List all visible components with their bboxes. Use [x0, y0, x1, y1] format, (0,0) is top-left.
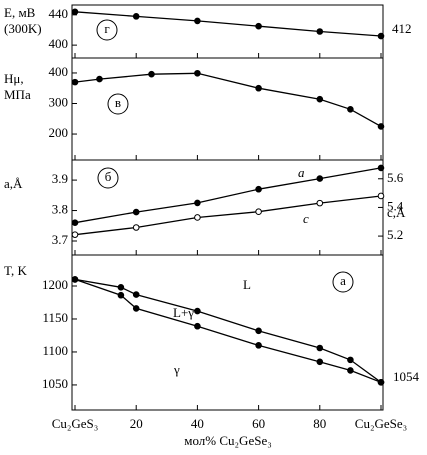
series-line — [74, 167, 382, 224]
annotation: 1054 — [393, 369, 420, 384]
data-point — [347, 106, 354, 113]
y2-tick-label: 5.4 — [387, 198, 404, 213]
y2-tick-label: 5.6 — [387, 170, 404, 185]
data-point — [194, 69, 201, 77]
y-tick-label: 400 — [49, 36, 69, 51]
data-point — [377, 123, 385, 130]
annotation-circle — [107, 93, 129, 115]
series-label: a — [298, 165, 305, 180]
y-tick-label: 3.9 — [52, 171, 68, 186]
data-point — [71, 78, 79, 86]
data-point — [194, 199, 201, 207]
data-point — [255, 342, 262, 349]
series-line — [74, 72, 382, 127]
plot-frame — [71, 254, 384, 411]
data-point — [194, 214, 201, 221]
data-point — [316, 175, 324, 182]
series-label: c — [303, 211, 309, 226]
y-tick-label: 440 — [49, 6, 69, 21]
data-point — [132, 224, 140, 231]
y-axis-label: МПа — [4, 87, 31, 102]
data-point — [71, 219, 79, 227]
data-point — [132, 291, 140, 298]
annotation: L — [243, 277, 251, 292]
y-axis-label: (300K) — [4, 21, 42, 36]
x-tick-label: Cu₂GeS₃ — [52, 416, 99, 431]
y-axis-label: Е, мВ — [4, 5, 36, 20]
data-point — [71, 231, 79, 238]
y-axis-label: T, K — [4, 263, 27, 278]
data-point — [132, 208, 140, 216]
data-point — [117, 284, 125, 291]
data-point — [255, 185, 262, 193]
y-tick-label: 1050 — [42, 376, 68, 391]
data-point — [316, 199, 324, 207]
data-point — [148, 70, 155, 78]
data-point — [71, 8, 79, 16]
y-tick-label: 1100 — [42, 343, 68, 358]
x-tick-label: Cu₂GeSe₃ — [355, 416, 407, 431]
y-tick-label: 300 — [49, 94, 69, 109]
series-line — [74, 11, 382, 37]
series-line — [74, 195, 382, 236]
data-point — [132, 305, 140, 312]
data-point — [132, 13, 140, 20]
y-axis-label: a,Å — [4, 176, 23, 191]
y2-tick-label: 5.2 — [387, 227, 403, 242]
data-point — [71, 276, 79, 283]
data-point — [316, 95, 324, 103]
data-point — [194, 322, 201, 330]
annotation: а — [340, 273, 346, 288]
data-point — [377, 32, 385, 40]
data-point — [316, 28, 324, 35]
data-point — [194, 307, 201, 315]
data-point — [347, 367, 354, 374]
x-tick-label: 40 — [191, 416, 204, 431]
data-point — [347, 356, 354, 364]
data-point — [377, 192, 385, 200]
data-point — [316, 344, 324, 352]
data-point — [255, 84, 262, 92]
data-point — [377, 164, 385, 172]
data-point — [316, 358, 324, 366]
annotation: γ — [173, 362, 180, 377]
annotation-circle — [97, 167, 119, 189]
data-point — [194, 17, 201, 25]
x-tick-label: 60 — [252, 416, 265, 431]
y-tick-label: 400 — [49, 64, 69, 79]
y-tick-label: 3.8 — [52, 202, 68, 217]
y-axis-label: Hμ, — [4, 71, 24, 86]
y-tick-label: 3.7 — [52, 232, 69, 247]
data-point — [96, 75, 103, 83]
y-tick-label: 1150 — [42, 310, 68, 325]
data-point — [255, 327, 262, 335]
y-tick-label: 200 — [49, 125, 69, 140]
plot-frame — [71, 4, 384, 59]
annotation-circle — [332, 271, 354, 293]
x-tick-label: 80 — [313, 416, 326, 431]
data-point — [117, 291, 125, 299]
data-point — [255, 208, 262, 216]
annotation-circle — [96, 19, 118, 41]
y-tick-label: 1200 — [42, 277, 68, 292]
data-point — [377, 378, 385, 386]
annotation: г — [104, 21, 109, 36]
annotation: б — [105, 169, 112, 184]
data-point — [255, 22, 262, 30]
x-axis-label: мол% Cu₂GeSe₃ — [184, 433, 272, 448]
y2-axis-label: c,Å — [387, 205, 406, 220]
annotation: 412 — [392, 21, 412, 36]
series-line — [74, 278, 382, 383]
x-tick-label: 20 — [130, 416, 143, 431]
plot-frame — [71, 159, 384, 256]
annotation: в — [115, 95, 121, 110]
